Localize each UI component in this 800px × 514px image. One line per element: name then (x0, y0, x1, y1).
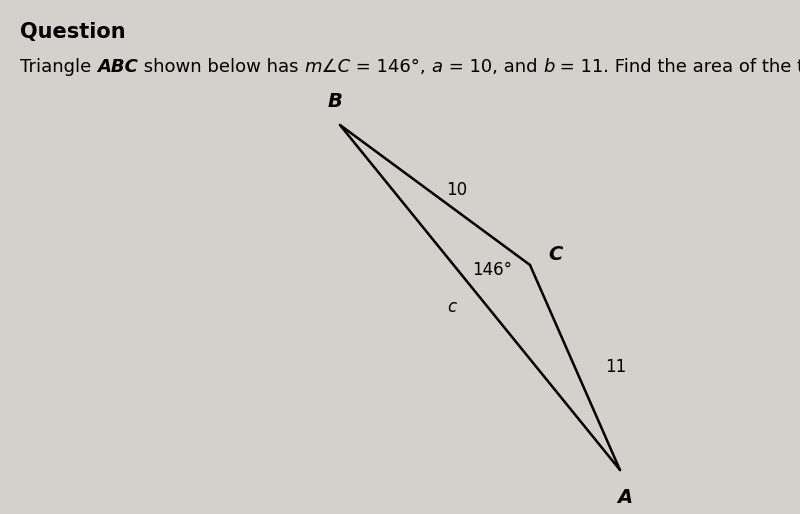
Text: Question: Question (20, 22, 126, 42)
Text: ABC: ABC (97, 58, 138, 76)
Text: a: a (432, 58, 442, 76)
Text: = 11. Find the area of the triangle.: = 11. Find the area of the triangle. (554, 58, 800, 76)
Text: A: A (618, 488, 633, 507)
Text: 11: 11 (605, 358, 626, 376)
Text: = 10, and: = 10, and (442, 58, 543, 76)
Text: Triangle: Triangle (20, 58, 97, 76)
Text: shown below has: shown below has (138, 58, 304, 76)
Text: = 146°,: = 146°, (350, 58, 432, 76)
Text: b: b (543, 58, 554, 76)
Text: c: c (447, 299, 457, 317)
Text: m∠C: m∠C (304, 58, 350, 76)
Text: B: B (327, 92, 342, 111)
Text: 10: 10 (446, 181, 467, 199)
Text: 146°: 146° (472, 261, 512, 279)
Text: C: C (548, 246, 562, 265)
